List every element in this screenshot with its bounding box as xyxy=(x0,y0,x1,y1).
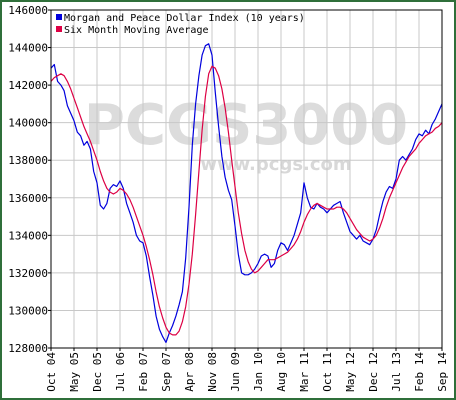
y-tick-label: 142000 xyxy=(8,79,48,92)
y-tick-label: 136000 xyxy=(8,192,48,205)
y-tick-label: 146000 xyxy=(8,4,48,17)
plot-area xyxy=(51,10,442,348)
x-tick-label: May 05 xyxy=(68,352,81,392)
x-tick-label: Sep 14 xyxy=(436,352,449,392)
y-tick-label: 140000 xyxy=(8,117,48,130)
x-tick-label: Aug 10 xyxy=(275,352,288,392)
y-tick-label: 132000 xyxy=(8,267,48,280)
x-axis: Oct 04 May 05 Dec 05 Jul 06 Feb 07 Sep 07 Apr … xyxy=(45,348,449,392)
legend-swatch-index xyxy=(56,14,62,20)
legend-swatch-moving-average xyxy=(56,26,62,32)
watermark-main: PCGS3000 xyxy=(84,93,408,158)
watermark: PCGS3000 www.pcgs.com xyxy=(84,93,408,175)
x-tick-label: Nov 08 xyxy=(206,352,219,392)
legend-label-moving-average: Six Month Moving Average xyxy=(64,25,209,36)
legend-label-index: Morgan and Peace Dollar Index (10 years) xyxy=(64,13,305,24)
x-tick-label: Jul 06 xyxy=(114,352,127,392)
x-tick-label: May 12 xyxy=(344,352,357,392)
series-line-moving-average xyxy=(50,65,443,336)
grid xyxy=(51,10,442,348)
x-tick-label: Feb 14 xyxy=(413,352,426,392)
series-line-index xyxy=(50,43,443,343)
legend: Morgan and Peace Dollar Index (10 years)… xyxy=(56,13,305,36)
y-tick-label: 138000 xyxy=(8,154,48,167)
y-tick-label: 130000 xyxy=(8,304,48,317)
x-tick-label: Dec 05 xyxy=(91,352,104,392)
x-tick-label: Jul 13 xyxy=(390,352,403,392)
y-axis: 128000 130000 132000 134000 136000 138000 1400… xyxy=(8,4,51,355)
x-tick-label: Apr 08 xyxy=(183,352,196,392)
x-tick-label: Oct 04 xyxy=(45,352,58,392)
x-tick-label: Mar 11 xyxy=(298,352,311,392)
x-tick-label: Sep 07 xyxy=(160,352,173,392)
watermark-sub: www.pcgs.com xyxy=(200,154,351,175)
x-tick-label: Jan 10 xyxy=(252,352,265,392)
series-lines xyxy=(50,43,443,343)
x-tick-label: Feb 07 xyxy=(137,352,150,392)
y-tick-label: 128000 xyxy=(8,342,48,355)
plot-border xyxy=(50,9,443,349)
x-tick-label: Oct 11 xyxy=(321,352,334,392)
y-tick-label: 144000 xyxy=(8,42,48,55)
y-tick-label: 134000 xyxy=(8,229,48,242)
x-tick-label: Dec 12 xyxy=(367,352,380,392)
x-tick-label: Jun 09 xyxy=(229,352,242,392)
